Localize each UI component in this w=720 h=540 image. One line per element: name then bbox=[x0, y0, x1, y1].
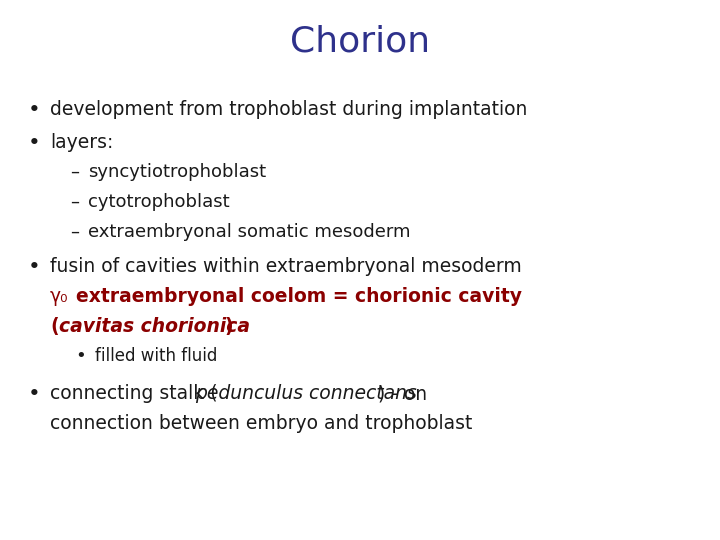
Text: extraembryonal coelom = chorionic cavity: extraembryonal coelom = chorionic cavity bbox=[76, 287, 522, 306]
Text: cytotrophoblast: cytotrophoblast bbox=[88, 193, 230, 211]
Text: ) - on: ) - on bbox=[378, 384, 427, 403]
Text: –: – bbox=[70, 163, 79, 181]
Text: Chorion: Chorion bbox=[290, 25, 430, 59]
Text: layers:: layers: bbox=[50, 133, 113, 152]
Text: filled with fluid: filled with fluid bbox=[95, 347, 217, 365]
Text: connecting stalk (: connecting stalk ( bbox=[50, 384, 217, 403]
Text: –: – bbox=[70, 193, 79, 211]
Text: fusin of cavities within extraembryonal mesoderm: fusin of cavities within extraembryonal … bbox=[50, 257, 522, 276]
Text: extraembryonal somatic mesoderm: extraembryonal somatic mesoderm bbox=[88, 223, 410, 241]
Text: γ₀: γ₀ bbox=[50, 287, 68, 306]
Text: (: ( bbox=[50, 317, 58, 336]
Text: •: • bbox=[28, 133, 41, 153]
Text: development from trophoblast during implantation: development from trophoblast during impl… bbox=[50, 100, 527, 119]
Text: connection between embryo and trophoblast: connection between embryo and trophoblas… bbox=[50, 414, 472, 433]
Text: –: – bbox=[70, 223, 79, 241]
Text: •: • bbox=[28, 257, 41, 277]
Text: pedunculus connectans: pedunculus connectans bbox=[195, 384, 417, 403]
Text: cavitas chorionica: cavitas chorionica bbox=[59, 317, 250, 336]
Text: •: • bbox=[75, 347, 86, 365]
Text: syncytiotrophoblast: syncytiotrophoblast bbox=[88, 163, 266, 181]
Text: •: • bbox=[28, 384, 41, 404]
Text: ): ) bbox=[224, 317, 233, 336]
Text: •: • bbox=[28, 100, 41, 120]
